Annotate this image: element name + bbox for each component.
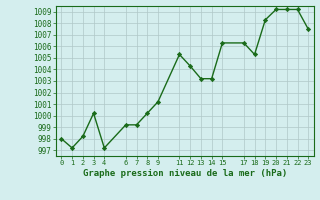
X-axis label: Graphe pression niveau de la mer (hPa): Graphe pression niveau de la mer (hPa) [83,169,287,178]
